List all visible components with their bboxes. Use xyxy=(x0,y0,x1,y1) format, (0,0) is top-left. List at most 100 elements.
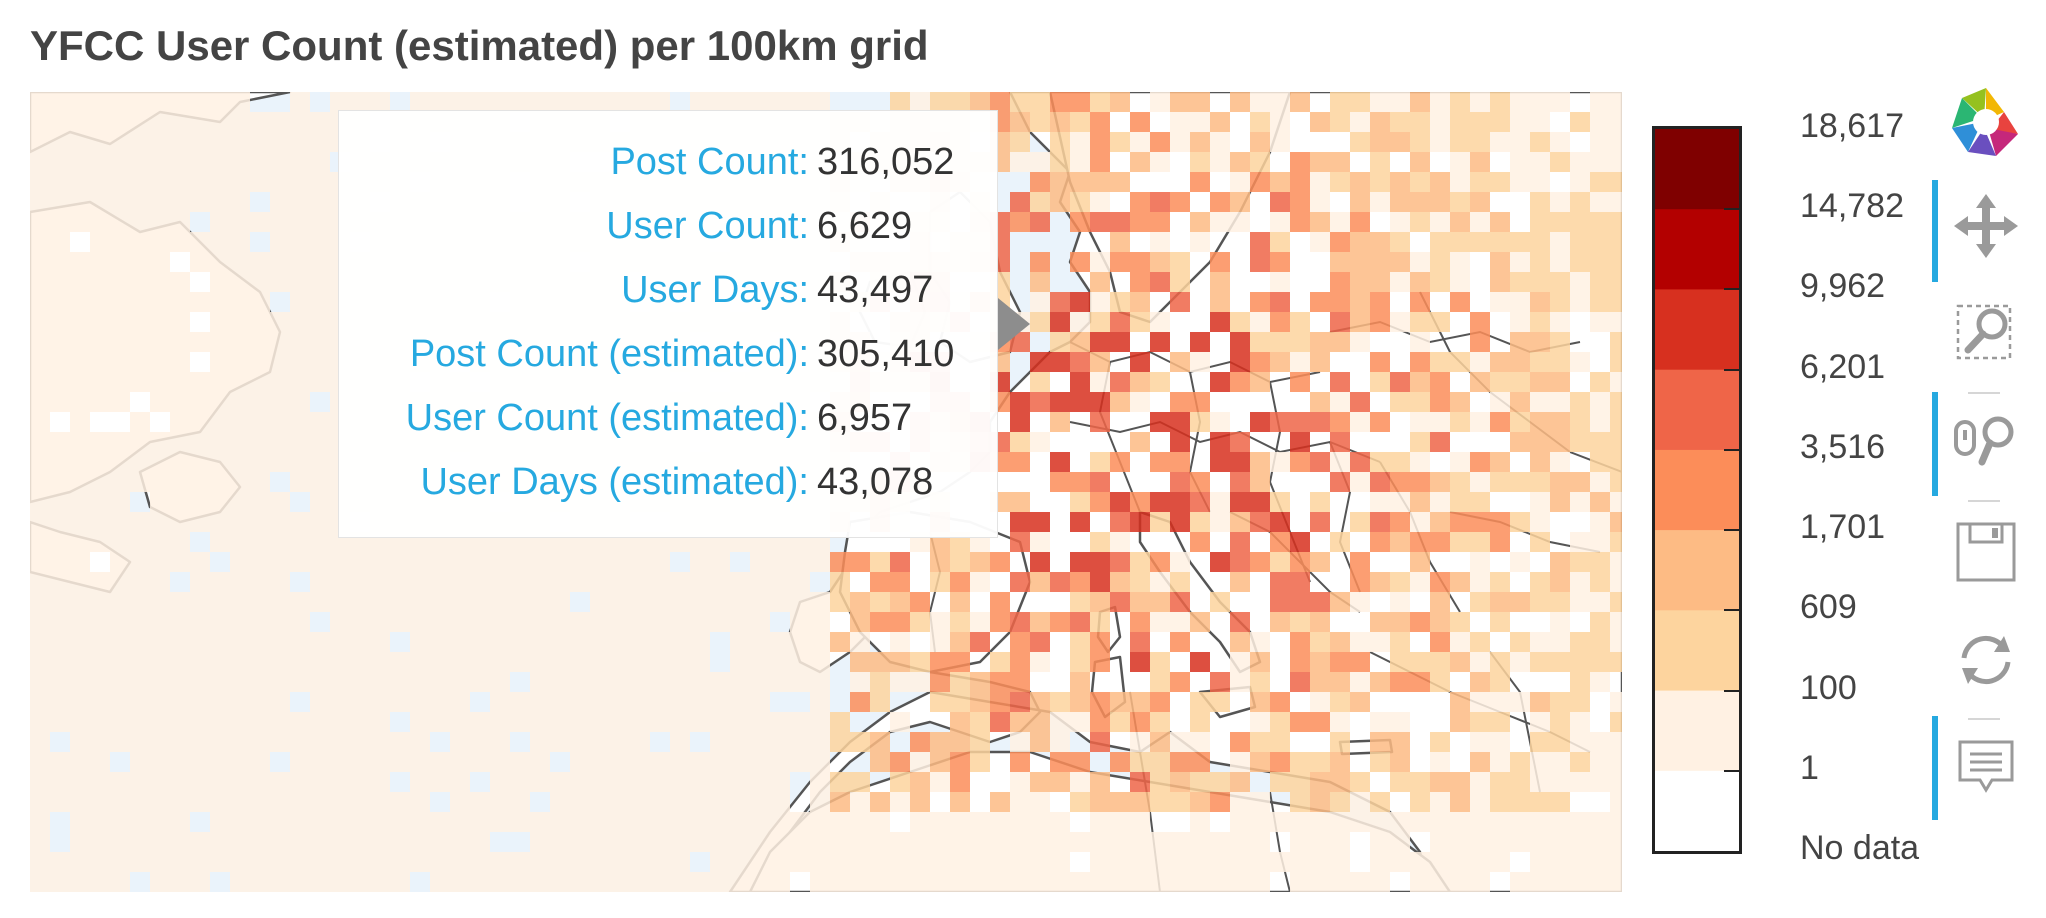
grid-cell xyxy=(330,832,350,852)
grid-cell xyxy=(1330,232,1350,252)
grid-cell xyxy=(510,772,530,792)
save-icon[interactable] xyxy=(1954,520,2030,596)
grid-cell xyxy=(1530,852,1550,872)
grid-cell xyxy=(250,572,270,592)
grid-cell xyxy=(70,632,90,652)
grid-cell xyxy=(1470,232,1490,252)
grid-cell xyxy=(890,672,910,692)
grid-cell xyxy=(270,212,290,232)
grid-cell xyxy=(1550,272,1570,292)
grid-cell xyxy=(1170,632,1190,652)
grid-cell xyxy=(730,652,750,672)
grid-cell xyxy=(510,552,530,572)
grid-cell xyxy=(650,552,670,572)
grid-cell xyxy=(1250,172,1270,192)
grid-cell xyxy=(1570,852,1590,872)
grid-cell xyxy=(150,252,170,272)
grid-cell xyxy=(50,752,70,772)
grid-cell xyxy=(1190,392,1210,412)
grid-cell xyxy=(430,712,450,732)
grid-cell xyxy=(50,712,70,732)
colorbar-label: 1,701 xyxy=(1800,508,1886,546)
grid-cell xyxy=(970,852,990,872)
grid-cell xyxy=(1110,552,1130,572)
grid-cell xyxy=(1330,392,1350,412)
grid-cell xyxy=(1150,752,1170,772)
grid-cell xyxy=(1490,92,1510,112)
grid-cell xyxy=(1090,92,1110,112)
grid-cell xyxy=(1490,612,1510,632)
grid-cell xyxy=(610,672,630,692)
grid-cell xyxy=(170,392,190,412)
grid-cell xyxy=(110,432,130,452)
grid-cell xyxy=(1270,812,1290,832)
grid-cell xyxy=(90,212,110,232)
grid-cell xyxy=(170,452,190,472)
grid-cell xyxy=(1590,752,1610,772)
grid-cell xyxy=(1070,192,1090,212)
tooltip-row-post-count-estimated: Post Count (estimated): 305,410 xyxy=(339,333,997,381)
grid-cell xyxy=(230,392,250,412)
grid-cell xyxy=(1610,812,1622,832)
grid-cell xyxy=(450,872,470,892)
grid-cell xyxy=(70,472,90,492)
grid-cell xyxy=(230,832,250,852)
grid-cell xyxy=(170,232,190,252)
grid-cell xyxy=(1590,432,1610,452)
grid-cell xyxy=(310,492,330,512)
grid-cell xyxy=(1330,172,1350,192)
grid-cell xyxy=(150,732,170,752)
grid-cell xyxy=(1030,732,1050,752)
grid-cell xyxy=(1130,752,1150,772)
grid-cell xyxy=(630,752,650,772)
grid-cell xyxy=(130,752,150,772)
grid-cell xyxy=(1150,552,1170,572)
reset-icon[interactable] xyxy=(1954,628,2030,704)
grid-cell xyxy=(1030,832,1050,852)
grid-cell xyxy=(30,572,50,592)
grid-cell xyxy=(870,792,890,812)
wheel-zoom-icon[interactable] xyxy=(1952,410,2028,486)
grid-cell xyxy=(510,632,530,652)
grid-cell xyxy=(250,252,270,272)
grid-cell xyxy=(170,432,190,452)
grid-cell xyxy=(470,652,490,672)
grid-cell xyxy=(990,872,1010,892)
grid-cell xyxy=(290,552,310,572)
grid-cell xyxy=(130,672,150,692)
grid-cell xyxy=(1190,852,1210,872)
grid-cell xyxy=(490,672,510,692)
grid-cell xyxy=(390,572,410,592)
grid-cell xyxy=(570,812,590,832)
grid-cell xyxy=(410,832,430,852)
grid-cell xyxy=(350,792,370,812)
grid-cell xyxy=(230,332,250,352)
bokeh-logo-icon[interactable] xyxy=(1948,84,2024,160)
grid-cell xyxy=(290,532,310,552)
grid-cell xyxy=(1390,212,1410,232)
grid-cell xyxy=(950,672,970,692)
grid-cell xyxy=(1410,352,1430,372)
grid-cell xyxy=(690,812,710,832)
grid-cell xyxy=(310,372,330,392)
grid-cell xyxy=(1230,572,1250,592)
hover-icon[interactable] xyxy=(1954,736,2030,812)
grid-cell xyxy=(390,732,410,752)
grid-cell xyxy=(110,232,130,252)
grid-cell xyxy=(1550,492,1570,512)
grid-cell xyxy=(570,732,590,752)
grid-cell xyxy=(1330,772,1350,792)
grid-cell xyxy=(1610,792,1622,812)
grid-cell xyxy=(230,532,250,552)
pan-icon[interactable] xyxy=(1954,194,2030,270)
grid-cell xyxy=(30,112,50,132)
tooltip-value: 6,629 xyxy=(817,205,913,247)
grid-cell xyxy=(690,652,710,672)
grid-cell xyxy=(1470,172,1490,192)
grid-cell xyxy=(630,672,650,692)
box-zoom-icon[interactable] xyxy=(1954,300,2030,376)
grid-cell xyxy=(1450,452,1470,472)
grid-cell xyxy=(670,792,690,812)
grid-cell xyxy=(210,672,230,692)
grid-cell xyxy=(1270,512,1290,532)
